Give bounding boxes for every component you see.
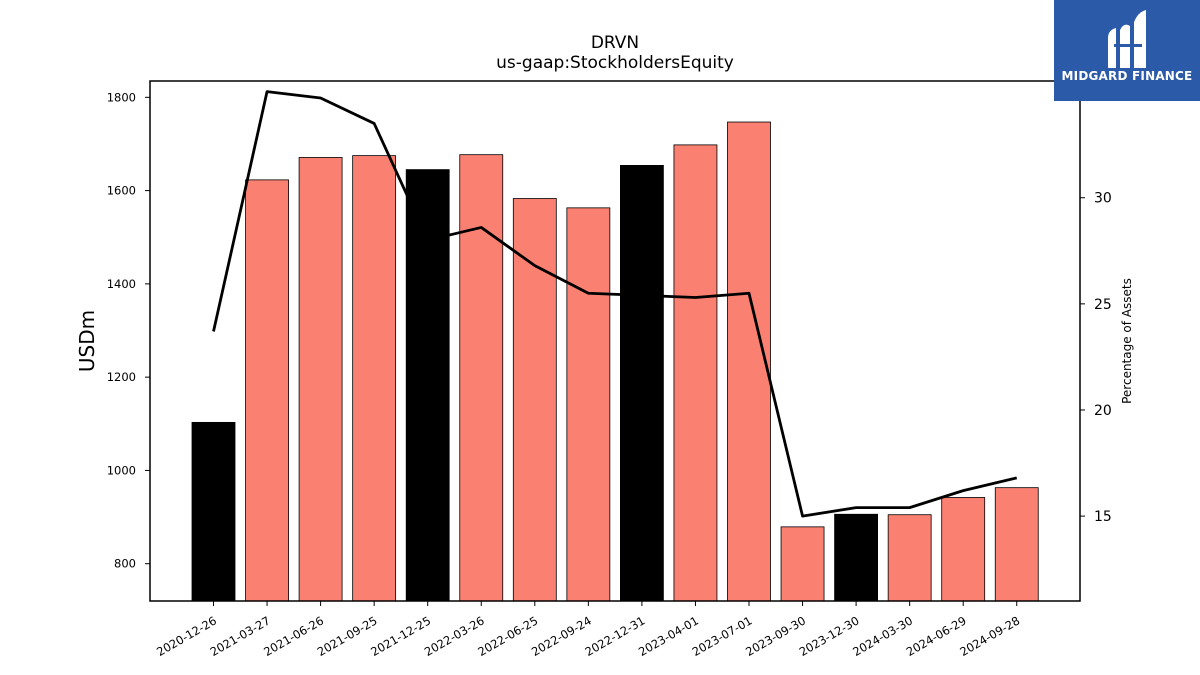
bar-2021-12-25 [405, 169, 450, 602]
percentage-line-layer [212, 90, 1018, 518]
y-tick-label: 1400 [107, 277, 136, 291]
bar-2023-12-30 [834, 513, 878, 602]
x-tick-label: 2020-12-26 [154, 613, 219, 659]
x-tick-label: 2024-06-29 [904, 613, 969, 659]
y2-tick-label: 25 [1094, 297, 1112, 313]
brand-logo: MIDGARD FINANCE [1054, 0, 1200, 101]
chart-title: DRVN [591, 33, 639, 53]
plot-frame [149, 80, 1081, 602]
bar-2021-09-25 [352, 155, 397, 602]
y-tick-label: 1800 [107, 90, 136, 104]
logo-text: MIDGARD FINANCE [1061, 69, 1193, 83]
x-tick-label: 2024-03-30 [850, 613, 915, 659]
y2-axis-ticks: 1520253035 [1080, 85, 1112, 525]
y2-tick-label: 20 [1094, 403, 1112, 419]
bar-2024-06-29 [941, 497, 986, 602]
x-tick-label: 2022-12-31 [583, 613, 648, 659]
bars [191, 121, 1039, 602]
x-tick-label: 2021-12-25 [368, 613, 433, 659]
y-tick-label: 800 [114, 557, 136, 571]
x-tick-label: 2022-06-25 [475, 613, 540, 659]
bar-2023-04-01 [673, 144, 718, 602]
x-tick-label: 2022-09-24 [529, 613, 594, 659]
bar-2024-09-28 [994, 487, 1039, 602]
y2-tick-label: 15 [1094, 509, 1112, 525]
bar-2023-07-01 [727, 121, 771, 602]
x-tick-label: 2021-06-26 [261, 613, 326, 659]
x-tick-label: 2023-07-01 [690, 613, 755, 659]
y-tick-label: 1200 [107, 370, 136, 384]
bar-2021-03-27 [245, 179, 289, 602]
x-tick-label: 2023-09-30 [743, 613, 808, 659]
chart-subtitle: us-gaap:StockholdersEquity [496, 53, 734, 73]
bar-2022-03-26 [459, 154, 504, 602]
bar-2022-06-25 [512, 198, 557, 602]
x-tick-label: 2022-03-26 [422, 613, 487, 659]
bar-2020-12-26 [191, 421, 236, 602]
bar-2022-12-31 [620, 165, 664, 602]
y-tick-label: 1600 [107, 184, 136, 198]
x-tick-label: 2023-12-30 [797, 613, 862, 659]
x-tick-label: 2024-09-28 [957, 613, 1022, 659]
y-axis-label: USDm [75, 310, 99, 372]
x-tick-label: 2023-04-01 [636, 613, 701, 659]
bar-2024-03-30 [887, 514, 932, 602]
x-tick-label: 2021-03-27 [208, 613, 273, 659]
y-axis-ticks: 800 1000 1200 1400 1600 1800 [107, 90, 150, 571]
bar-2023-09-30 [780, 526, 825, 602]
percentage-of-assets-line [212, 90, 1018, 518]
x-axis-ticks: 2020-12-262021-03-272021-06-262021-09-25… [154, 601, 1022, 659]
bar-2021-06-26 [298, 157, 343, 602]
logo-mark-icon [1108, 10, 1146, 69]
y2-tick-label: 30 [1094, 191, 1112, 207]
y-tick-label: 1000 [107, 463, 136, 477]
y2-axis-label: Percentage of Assets [1120, 278, 1134, 404]
x-tick-label: 2021-09-25 [315, 613, 380, 659]
bar-2022-09-24 [566, 207, 611, 602]
